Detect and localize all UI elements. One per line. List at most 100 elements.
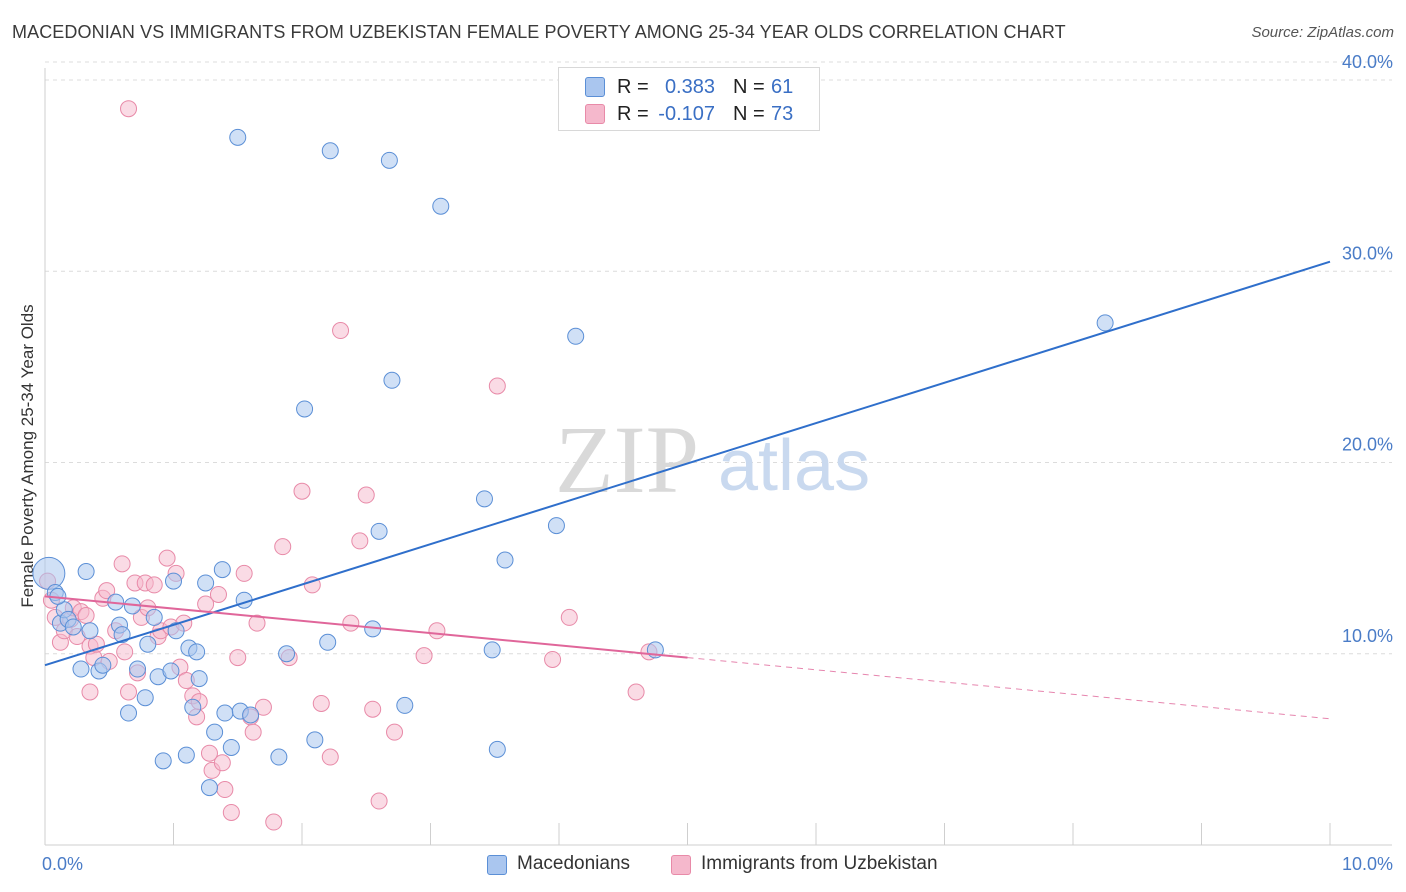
macedonian-point xyxy=(165,572,182,590)
y-tick-label: 40.0% xyxy=(1342,52,1393,72)
uzbekistan-point xyxy=(209,585,227,603)
macedonian-point xyxy=(475,490,493,508)
chart-title: MACEDONIAN VS IMMIGRANTS FROM UZBEKISTAN… xyxy=(12,22,1066,42)
uzbekistan-point xyxy=(77,607,95,624)
macedonian-point xyxy=(32,556,66,590)
series-macedonians-points xyxy=(32,128,1114,797)
x-tick-label: 10.0% xyxy=(1342,854,1393,874)
macedonian-point xyxy=(188,643,206,661)
macedonian-point xyxy=(216,704,234,722)
grid-lines xyxy=(45,61,1392,655)
stats-row-uzbekistan: R = -0.107 N = 73 xyxy=(559,100,819,128)
uzbekistan-point xyxy=(357,486,375,504)
uzbekistan-point xyxy=(113,555,131,573)
macedonian-point xyxy=(432,197,450,215)
uzbekistan-point xyxy=(488,377,506,395)
legend: Macedonians Immigrants from Uzbekistan xyxy=(0,852,1406,878)
uzbekistan-trend-line xyxy=(44,595,688,659)
r-label: R = xyxy=(617,103,649,125)
macedonian-point xyxy=(113,626,131,644)
blue-swatch xyxy=(585,77,605,97)
uzbekistan-point xyxy=(386,723,404,741)
uzbekistan-trend-extension xyxy=(687,657,1331,720)
macedonian-point xyxy=(120,704,138,722)
uzbekistan-point xyxy=(120,683,138,701)
uzbekistan-point xyxy=(274,538,292,556)
macedonian-point xyxy=(213,561,231,579)
stats-row-macedonians: R = 0.383 N = 61 xyxy=(559,73,819,101)
pink-swatch xyxy=(671,855,691,875)
uzbekistan-point xyxy=(293,482,311,500)
macedonian-point xyxy=(145,608,163,626)
macedonian-point xyxy=(319,633,337,651)
macedonian-point xyxy=(77,563,95,581)
macedonian-point xyxy=(139,635,157,653)
uzbekistan-point xyxy=(312,694,330,712)
macedonian-point xyxy=(296,400,314,418)
legend-label: Immigrants from Uzbekistan xyxy=(701,853,938,874)
pink-swatch xyxy=(585,104,605,124)
stats-box: R = 0.383 N = 61 R = -0.107 N = 73 xyxy=(558,67,820,131)
macedonian-point xyxy=(200,779,218,797)
uzbekistan-point xyxy=(428,622,446,640)
uzbekistan-point xyxy=(222,803,240,821)
macedonian-point xyxy=(383,371,401,389)
watermark-zip: ZIP xyxy=(555,406,699,513)
n-value: 61 xyxy=(771,76,794,98)
n-value: 73 xyxy=(771,103,794,125)
macedonian-point xyxy=(1096,314,1114,332)
macedonian-point xyxy=(488,740,506,758)
uzbekistan-point xyxy=(627,683,645,701)
uzbekistan-point xyxy=(98,582,116,600)
macedonian-point xyxy=(370,522,388,540)
x-tick-label: 0.0% xyxy=(42,854,83,874)
legend-label: Macedonians xyxy=(517,853,631,874)
uzbekistan-point xyxy=(342,614,360,632)
blue-swatch xyxy=(487,855,507,875)
y-tick-label: 30.0% xyxy=(1342,243,1393,263)
uzbekistan-point xyxy=(116,643,134,661)
r-value: -0.107 xyxy=(658,103,715,125)
uzbekistan-point xyxy=(265,813,283,831)
uzbekistan-point xyxy=(332,322,350,340)
chart-source: Source: ZipAtlas.com xyxy=(1251,24,1394,41)
macedonian-point xyxy=(321,142,339,160)
y-tick-label: 10.0% xyxy=(1342,626,1393,646)
macedonian-point xyxy=(483,641,501,659)
r-label: R = xyxy=(617,76,649,98)
uzbekistan-point xyxy=(248,614,266,632)
n-label: N = xyxy=(733,103,765,125)
uzbekistan-point xyxy=(213,754,231,772)
trend-lines xyxy=(44,260,1331,720)
uzbekistan-point xyxy=(244,723,262,741)
tick-labels: 10.0% 20.0% 30.0% 40.0% 0.0% 10.0% xyxy=(42,52,1393,874)
macedonian-point xyxy=(154,752,172,770)
watermark: ZIP atlas xyxy=(555,406,870,513)
macedonian-point xyxy=(306,731,324,749)
uzbekistan-point xyxy=(415,647,433,665)
macedonian-point xyxy=(129,660,147,678)
uzbekistan-point xyxy=(200,744,218,762)
macedonian-point xyxy=(242,706,260,724)
macedonian-point xyxy=(184,698,202,716)
macedonian-point xyxy=(229,128,247,146)
macedonian-point xyxy=(190,670,208,688)
uzbekistan-point xyxy=(254,698,272,716)
r-value: 0.383 xyxy=(664,76,715,98)
uzbekistan-point xyxy=(370,792,388,810)
macedonian-point xyxy=(94,656,112,674)
macedonian-point xyxy=(136,689,154,707)
uzbekistan-point xyxy=(321,748,339,766)
macedonian-point xyxy=(81,622,99,640)
uzbekistan-point xyxy=(145,576,163,594)
uzbekistan-point xyxy=(235,564,253,582)
uzbekistan-point xyxy=(544,650,562,668)
macedonian-point xyxy=(64,618,82,636)
n-label: N = xyxy=(733,76,765,98)
macedonian-point xyxy=(222,738,240,756)
macedonians-trend-line xyxy=(44,260,1331,667)
macedonian-point xyxy=(270,748,288,766)
macedonian-point xyxy=(162,662,180,680)
y-tick-label: 20.0% xyxy=(1342,435,1393,455)
